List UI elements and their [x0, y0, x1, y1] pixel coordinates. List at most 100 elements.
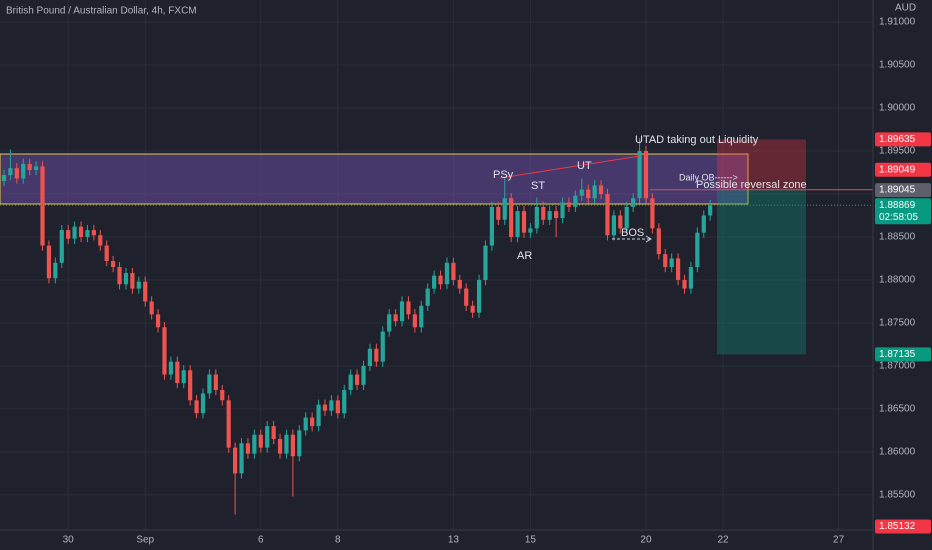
candle-body [515, 211, 520, 237]
candle-body [21, 163, 26, 179]
y-tick-label: 1.87500 [879, 318, 916, 329]
y-tick-label: 1.89500 [879, 146, 916, 157]
order-block-zone [0, 153, 749, 205]
candle-body [136, 281, 141, 289]
y-tick-label: 1.85500 [879, 490, 916, 501]
candle-body [637, 150, 642, 199]
y-tick-label: 1.88000 [879, 275, 916, 286]
candle-body [290, 434, 295, 457]
candle-body [310, 417, 315, 427]
candle-body [329, 400, 334, 411]
candle-body [40, 166, 45, 246]
target-zone [717, 189, 806, 355]
candle-body [611, 215, 616, 236]
candle-body [162, 327, 167, 375]
chart-title: British Pound / Australian Dollar, 4h, F… [6, 6, 197, 17]
price-label: 1.89635 [879, 134, 916, 145]
candle-body [367, 348, 373, 366]
candle-body [354, 374, 360, 385]
candle-body [265, 426, 270, 448]
candle-body [316, 404, 321, 427]
price-label-box [875, 183, 931, 198]
candle-body [643, 150, 649, 199]
candle-body [618, 215, 623, 229]
y-tick-label: 1.87000 [879, 361, 916, 372]
candle-body [688, 267, 694, 289]
y-tick-label: 1.90000 [879, 103, 916, 114]
x-tick-label: 13 [448, 535, 460, 546]
candle-body [98, 235, 103, 246]
price-label-box [875, 519, 931, 534]
candle-body [188, 370, 193, 401]
candle-body [412, 314, 417, 328]
candle-body [342, 390, 347, 414]
candle-body [149, 301, 154, 315]
candle-body [489, 206, 495, 246]
candle-body [239, 443, 244, 474]
annotation: ST [531, 180, 545, 192]
candle-body [277, 439, 283, 454]
x-tick-label: 22 [717, 535, 729, 546]
candle-body [194, 400, 199, 414]
candle-body [72, 226, 77, 239]
x-tick-label: 27 [833, 535, 845, 546]
candle-body [464, 288, 469, 306]
candle-body [1, 175, 7, 182]
trend-line [499, 155, 641, 179]
candle-body [233, 447, 238, 474]
currency: AUD [895, 3, 916, 14]
annotation: Possible reversal zone [696, 179, 807, 191]
candle-body [104, 245, 109, 262]
annotation: Daily OB------> [679, 172, 738, 182]
annotation: AR [517, 250, 532, 262]
candle-body [361, 365, 366, 385]
x-tick-label: 8 [335, 535, 341, 546]
candle-body [528, 228, 533, 233]
x-tick-label: 20 [640, 535, 652, 546]
candle-body [470, 305, 475, 313]
candle-body [656, 228, 661, 255]
candle-body [541, 206, 546, 220]
last-price-label: 1.88869 [879, 200, 916, 211]
x-tick-label: Sep [136, 535, 154, 546]
candle-body [46, 245, 52, 279]
candle-body [547, 211, 552, 220]
candle-body [271, 426, 276, 440]
candle-body [579, 189, 584, 196]
candle-body [682, 279, 687, 289]
candle-body [592, 185, 597, 199]
candle-body [675, 258, 681, 280]
candle-body [586, 189, 591, 199]
x-tick-label: 15 [525, 535, 537, 546]
candle-body [200, 393, 206, 414]
candle-body [399, 301, 405, 322]
candle-body [111, 261, 116, 268]
candle-body [226, 400, 231, 448]
candle-body [258, 434, 263, 448]
candle-body [380, 331, 385, 362]
candle-body [393, 314, 398, 322]
candle-body [374, 348, 379, 362]
x-tick-label: 6 [258, 535, 264, 546]
price-label-box [875, 162, 931, 177]
countdown: 02:58:05 [879, 212, 918, 223]
candle-body [322, 404, 328, 411]
candle-body [66, 230, 71, 239]
price-label: 1.89045 [879, 185, 916, 196]
candle-body [59, 230, 64, 263]
candle-body [207, 374, 212, 394]
candle-body [53, 262, 58, 279]
price-label: 1.85132 [879, 521, 916, 532]
candle-body [252, 434, 257, 454]
annotation: UTAD taking out Liquidity [635, 134, 759, 146]
candle-body [573, 195, 578, 207]
candle-body [91, 230, 96, 236]
candle-body [168, 361, 174, 375]
candle-body [444, 262, 450, 285]
candle-body [560, 202, 565, 219]
candle-body [457, 279, 462, 289]
candle-body [303, 417, 308, 431]
candle-body [284, 434, 289, 454]
